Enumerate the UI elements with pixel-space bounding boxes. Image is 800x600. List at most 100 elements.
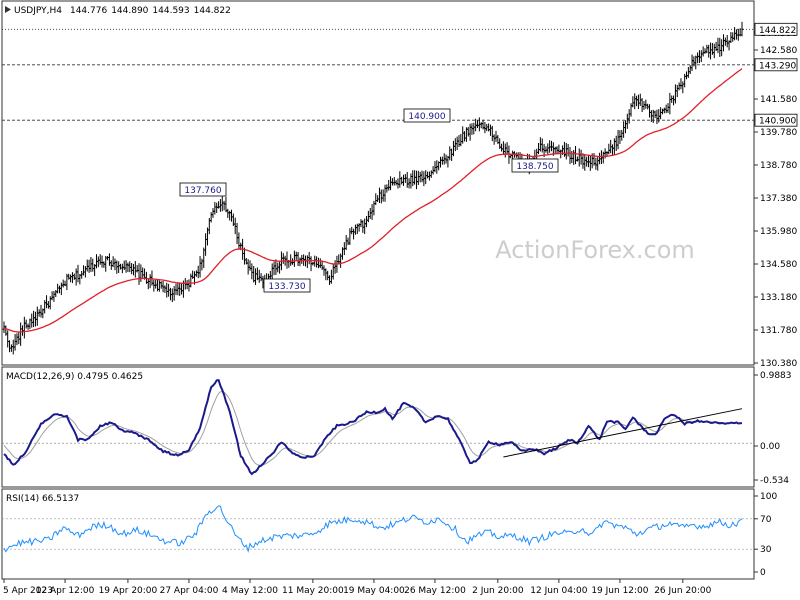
rsi-line xyxy=(3,505,743,553)
ohlc-bar xyxy=(235,222,239,245)
ohlc-bar xyxy=(220,196,224,212)
ohlc-bar xyxy=(718,37,722,57)
ohlc-bar xyxy=(476,120,479,129)
ohlc-bar xyxy=(677,82,681,91)
ohlc-bar xyxy=(411,170,415,187)
annotation-label: 140.900 xyxy=(408,112,445,122)
ohlc-close: 144.822 xyxy=(194,6,231,16)
ohlc-bar xyxy=(257,269,261,283)
ohlc-bar xyxy=(22,316,26,339)
ohlc-bar xyxy=(668,92,672,115)
ohlc-bar xyxy=(424,170,428,185)
ohlc-bar xyxy=(620,129,624,141)
ohlc-bar xyxy=(707,44,711,58)
ohlc-bar xyxy=(346,237,350,246)
ohlc-bar xyxy=(50,291,54,301)
ohlc-bar xyxy=(322,265,326,276)
ohlc-bar xyxy=(485,123,489,132)
ohlc-bar xyxy=(202,247,206,269)
watermark: ActionForex.com xyxy=(495,236,695,264)
ohlc-bar xyxy=(217,201,220,209)
ohlc-bar xyxy=(439,156,442,168)
ohlc-bar xyxy=(731,32,735,42)
time-tick-label: 2 Jun 20:00 xyxy=(472,586,524,596)
ohlc-bar xyxy=(141,267,145,280)
price-tag-label: 144.822 xyxy=(759,26,796,36)
ohlc-bar xyxy=(80,270,84,279)
ohlc-bar xyxy=(483,122,487,134)
ohlc-bar xyxy=(180,282,183,295)
ohlc-bar xyxy=(170,288,174,303)
ohlc-bar xyxy=(566,144,570,157)
ohlc-bar xyxy=(452,140,455,157)
ohlc-bar xyxy=(501,141,505,155)
ohlc-bar xyxy=(705,44,709,54)
price-annotation: 137.760 xyxy=(179,182,227,197)
time-tick-label: 5 Apr 2023 xyxy=(3,586,53,596)
ohlc-bar xyxy=(328,275,331,285)
price-tag: 144.822 xyxy=(754,22,798,36)
ohlc-bar xyxy=(259,273,263,282)
ohlc-bar xyxy=(272,261,276,276)
ohlc-bar xyxy=(503,143,507,158)
ohlc-bar xyxy=(292,250,296,267)
ohlc-bar xyxy=(555,146,559,154)
ohlc-bar xyxy=(379,189,383,204)
ohlc-bar xyxy=(457,135,461,147)
ohlc-bar xyxy=(174,283,178,296)
ohlc-bar xyxy=(252,266,256,283)
ohlc-bar xyxy=(415,170,418,190)
ohlc-bar xyxy=(106,255,109,261)
ohlc-bar xyxy=(213,202,217,215)
ohlc-bar xyxy=(664,104,668,114)
ohlc-bar xyxy=(108,253,111,266)
ohlc-bar xyxy=(681,81,685,94)
ohlc-bar xyxy=(694,55,698,70)
price-tick-label: 137.380 xyxy=(760,194,797,204)
ohlc-bar xyxy=(157,280,161,292)
ohlc-bar xyxy=(135,264,139,273)
price-annotations: 137.760 133.730 140.900 138.750 xyxy=(179,108,559,293)
ohlc-bar xyxy=(333,260,337,274)
ohlc-bar xyxy=(137,263,141,285)
ohlc-bar xyxy=(389,176,392,191)
ohlc-bar xyxy=(490,125,494,142)
ohlc-bar xyxy=(39,304,43,318)
ohlc-bar xyxy=(405,171,409,188)
ohlc-bar xyxy=(544,146,548,153)
ohlc-bar xyxy=(254,268,257,285)
ohlc-bar xyxy=(237,232,241,250)
ohlc-bar xyxy=(709,42,712,60)
rsi-layer: 100 70 30 0 xyxy=(2,492,777,578)
price-tick-label: 138.780 xyxy=(760,161,797,171)
ohlc-bar xyxy=(387,179,391,191)
moving-average-layer xyxy=(3,68,743,333)
macd-signal-line xyxy=(3,390,743,466)
ohlc-bar xyxy=(659,107,663,120)
ohlc-bar xyxy=(289,254,293,266)
ohlc-bar xyxy=(622,121,626,138)
ohlc-bar xyxy=(359,219,363,228)
ohlc-bar xyxy=(557,144,561,155)
ohlc-bar xyxy=(365,216,368,228)
ohlc-bar xyxy=(15,333,19,346)
ohlc-bar xyxy=(37,309,41,317)
ohlc-bar xyxy=(132,263,135,276)
price-tick-label: 131.780 xyxy=(760,326,797,336)
ohlc-bar xyxy=(6,330,10,348)
annotation-box xyxy=(403,108,451,123)
time-tick-label: 11 May 20:00 xyxy=(282,586,344,596)
ohlc-bar xyxy=(154,279,158,289)
price-horizontal-levels xyxy=(2,28,754,121)
price-tick-label: 134.580 xyxy=(760,260,797,270)
ohlc-low: 144.593 xyxy=(152,6,189,16)
price-annotation: 138.750 xyxy=(511,158,559,173)
ohlc-bar xyxy=(459,133,463,147)
ohlc-bar xyxy=(683,73,687,88)
ohlc-bar xyxy=(24,319,28,329)
ohlc-bar xyxy=(233,217,237,235)
ohlc-bar xyxy=(468,123,472,141)
ohlc-bar xyxy=(98,254,102,265)
ohlc-bar xyxy=(735,29,738,40)
